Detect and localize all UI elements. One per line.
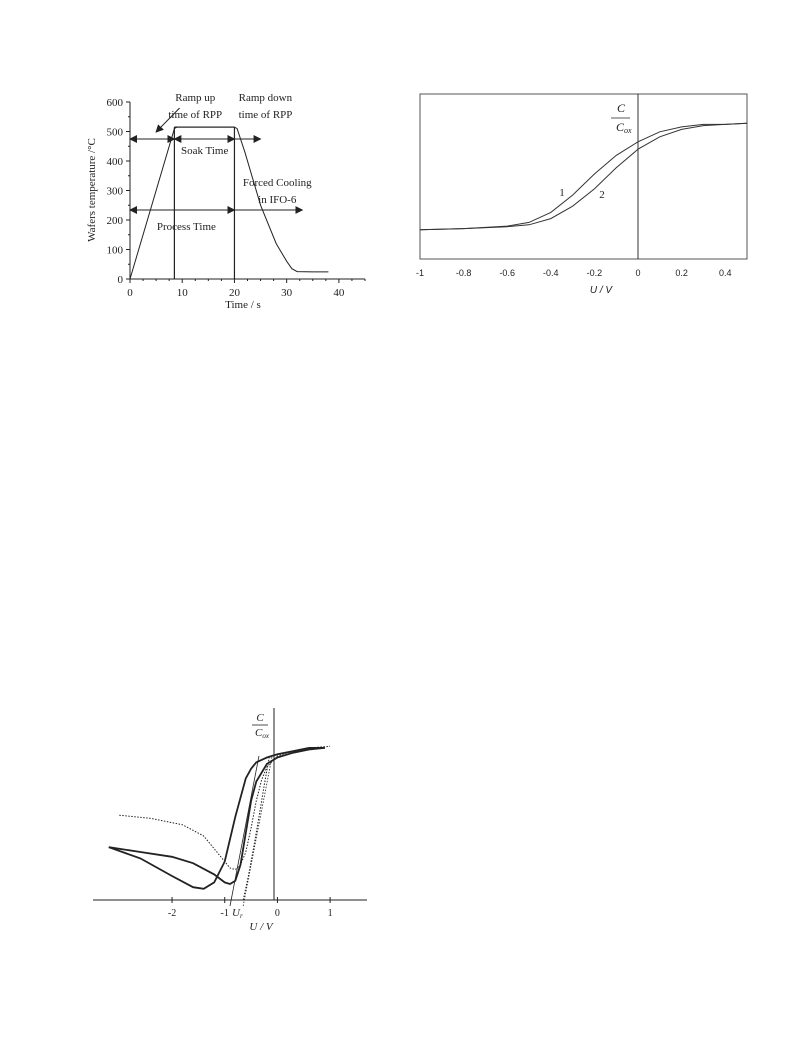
chart1-x-axis-label: Time / s [225, 299, 261, 311]
chart3-x-tick-label: 0 [275, 908, 280, 919]
chart1-annotation: Ramp down time of RPP [239, 92, 293, 121]
chart2-series-label-2: 2 [599, 189, 605, 201]
chart1-axes [129, 102, 365, 280]
svg-text:Cox: Cox [616, 120, 632, 135]
chart1-y-axis-label: Wafers temperature /°C [86, 138, 98, 242]
chart1-annotation: Forced Cooling in IFO-6 [243, 177, 312, 206]
chart2-series-label-1: 1 [559, 187, 565, 199]
chart2-y-axis-label: C Cox [611, 101, 632, 135]
chart2-x-tick-label: -0.6 [499, 268, 515, 278]
chart1-x-tick-label: 0 [127, 287, 133, 299]
chart2-x-tick-label: -0.4 [543, 268, 559, 278]
chart2-x-tick-label: -0.8 [456, 268, 472, 278]
svg-text:C: C [256, 712, 264, 724]
chart3-x-axis-label: U / V [249, 921, 274, 933]
chart1-y-tick-label: 100 [107, 245, 124, 257]
chart3-ur-annotation: Ur [232, 907, 243, 920]
chart1-annotation: Soak Time [181, 145, 228, 157]
chart1-annotation: Process Time [157, 221, 216, 233]
chart1-y-tick-label: 500 [107, 127, 124, 139]
chart2-x-tick-label: -1 [416, 268, 424, 278]
chart3-curve-solid [108, 747, 325, 885]
chart1-x-tick-label: 30 [281, 287, 293, 299]
chart2-x-axis-label: U / V [590, 285, 614, 296]
chart2-x-tick-label: 0 [635, 268, 640, 278]
chart1-y-tick-label: 600 [107, 97, 124, 109]
chart3-curve-solid [108, 747, 325, 890]
chart3-x-tick-label: -2 [168, 908, 176, 919]
chart2-series-2 [419, 122, 748, 231]
chart2-x-tick-label: 0.4 [719, 268, 732, 278]
chart1-y-tick-label: 300 [107, 186, 124, 198]
chart2-x-tick-label: -0.2 [587, 268, 603, 278]
chart1-y-tick-label: 0 [118, 274, 124, 286]
chart3-tangent-line [242, 755, 273, 907]
svg-text:C: C [617, 101, 626, 115]
chart1-annotation: Ramp up time of RPP [168, 92, 222, 121]
svg-text:Cox: Cox [255, 727, 270, 740]
chart3-curve-dotted [242, 755, 270, 901]
chart1-ramp-up-pointer [155, 107, 180, 133]
chart3-curve-dotted [119, 745, 331, 871]
cv-curve-chart-2: -2 -1 0 1 C Cox Ur U / V [93, 708, 367, 933]
chart1-y-tick-label: 400 [107, 156, 124, 168]
chart3-x-tick-label: 1 [328, 908, 333, 919]
cv-curve-chart-1: -1 -0.8 -0.6 -0.4 -0.2 0 0.2 0.4 C Cox 1 2 U / … [416, 93, 748, 296]
chart1-x-tick-label: 10 [177, 287, 189, 299]
chart1-y-tick-label: 200 [107, 215, 124, 227]
chart2-x-tick-label: 0.2 [675, 268, 688, 278]
chart1-x-tick-label: 40 [333, 287, 345, 299]
chart3-tangent-line [229, 755, 260, 907]
chart3-y-axis-label: C Cox [252, 712, 270, 740]
chart2-frame [419, 93, 748, 260]
chart1-x-tick-label: 20 [229, 287, 241, 299]
chart2-series-1 [419, 122, 748, 231]
chart1-temperature-line [129, 126, 329, 280]
chart3-x-tick-label: -1 [221, 908, 229, 919]
